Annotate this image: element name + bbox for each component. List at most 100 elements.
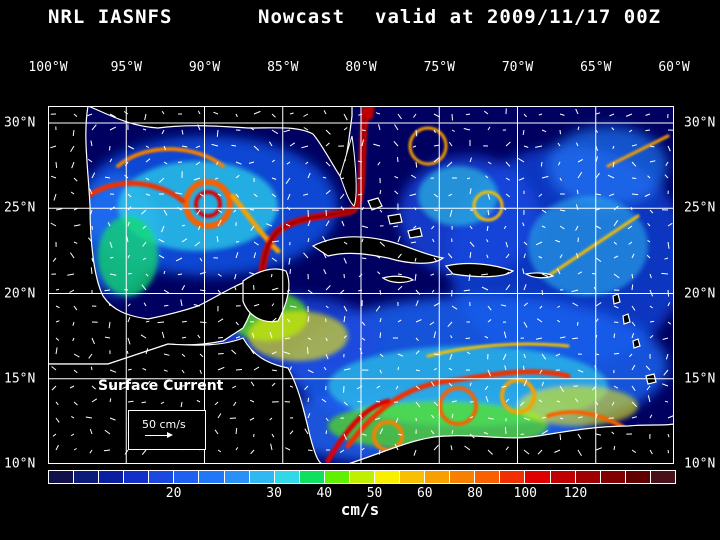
current-vector xyxy=(647,395,651,403)
current-vector xyxy=(145,158,151,163)
current-vector xyxy=(286,318,291,323)
current-vector xyxy=(465,337,471,340)
current-vector xyxy=(520,433,525,435)
current-vector xyxy=(325,190,331,195)
colorbar-tick-label: 60 xyxy=(416,486,433,501)
current-vector xyxy=(145,380,151,387)
current-vector xyxy=(394,124,399,131)
current-vector xyxy=(644,193,651,197)
current-vector xyxy=(53,193,57,201)
current-vector xyxy=(271,257,278,262)
current-vector xyxy=(433,401,439,406)
current-vector xyxy=(523,353,526,359)
current-vector xyxy=(322,176,327,179)
current-vector xyxy=(645,129,651,132)
current-vector xyxy=(127,254,130,259)
current-vector xyxy=(325,142,330,147)
current-vector xyxy=(109,113,116,118)
current-vector xyxy=(161,331,165,339)
current-vector xyxy=(142,128,147,131)
current-vector xyxy=(343,257,347,264)
current-vector xyxy=(163,289,169,294)
current-vector xyxy=(145,320,150,323)
current-vector xyxy=(464,445,471,451)
current-vector xyxy=(487,369,492,377)
current-vector xyxy=(415,300,419,307)
current-vector xyxy=(197,124,201,131)
current-vector xyxy=(361,139,364,147)
current-vector xyxy=(253,366,260,371)
current-vector xyxy=(235,428,238,435)
current-vector xyxy=(163,369,168,372)
latitude-label: 20°N xyxy=(4,286,36,302)
colorbar-cell xyxy=(600,471,626,483)
current-vector xyxy=(109,158,113,163)
current-vector xyxy=(595,145,599,152)
colorbar-unit: cm/s xyxy=(340,500,380,519)
current-vector xyxy=(73,305,78,311)
current-vector xyxy=(415,129,418,137)
current-vector xyxy=(481,273,489,276)
colorbar-cell xyxy=(500,471,526,483)
colorbar-cell xyxy=(525,471,551,483)
current-speed-map: Surface Current 50 cm/s xyxy=(48,106,674,464)
current-vector xyxy=(522,222,525,227)
current-vector xyxy=(253,252,257,259)
current-vector xyxy=(141,449,147,456)
current-vector xyxy=(195,145,201,149)
current-vector xyxy=(505,193,511,198)
current-vector xyxy=(415,337,419,342)
current-vector xyxy=(537,449,543,455)
current-vector xyxy=(89,188,93,195)
land xyxy=(48,106,674,464)
current-vector xyxy=(577,369,584,373)
current-vector xyxy=(250,449,255,455)
current-vector xyxy=(197,225,201,231)
current-vector xyxy=(505,161,511,167)
current-vector xyxy=(253,193,258,198)
current-vector xyxy=(613,273,620,279)
current-vector xyxy=(322,251,327,259)
current-vector xyxy=(379,209,383,213)
current-vector xyxy=(266,223,273,227)
current-vector xyxy=(631,332,635,339)
current-vector xyxy=(613,445,616,451)
current-vector xyxy=(559,254,563,259)
current-vector xyxy=(575,204,579,211)
current-vector xyxy=(577,433,582,439)
current-vector xyxy=(412,113,417,118)
current-vector xyxy=(484,335,489,339)
current-vector xyxy=(55,337,60,341)
current-vector xyxy=(613,321,619,323)
current-vector xyxy=(523,302,529,307)
current-vector xyxy=(126,350,129,355)
current-vector xyxy=(217,337,223,339)
current-vector xyxy=(91,172,96,179)
current-vector xyxy=(469,416,474,419)
current-vector xyxy=(73,369,78,374)
current-vector xyxy=(628,241,633,245)
current-vector xyxy=(431,289,435,293)
current-vector xyxy=(109,145,111,151)
current-vector xyxy=(595,302,602,307)
longitude-label: 80°W xyxy=(345,60,377,75)
current-vector xyxy=(361,337,366,341)
current-vector xyxy=(523,417,530,421)
current-vector xyxy=(217,413,222,419)
current-vector xyxy=(433,367,437,371)
current-vector xyxy=(289,366,292,371)
current-vector xyxy=(667,449,669,454)
longitude-label: 60°W xyxy=(658,60,690,75)
current-vector xyxy=(451,113,453,121)
current-vector xyxy=(523,113,527,118)
current-vector xyxy=(217,273,222,277)
colorbar-tick-label: 80 xyxy=(467,486,483,501)
current-vector xyxy=(127,337,131,345)
current-vector xyxy=(361,129,366,132)
current-vector xyxy=(535,241,543,246)
current-vector xyxy=(539,369,543,374)
current-vector xyxy=(284,337,291,340)
current-vector xyxy=(181,238,188,243)
current-vector xyxy=(393,225,399,228)
current-vector xyxy=(109,241,113,248)
